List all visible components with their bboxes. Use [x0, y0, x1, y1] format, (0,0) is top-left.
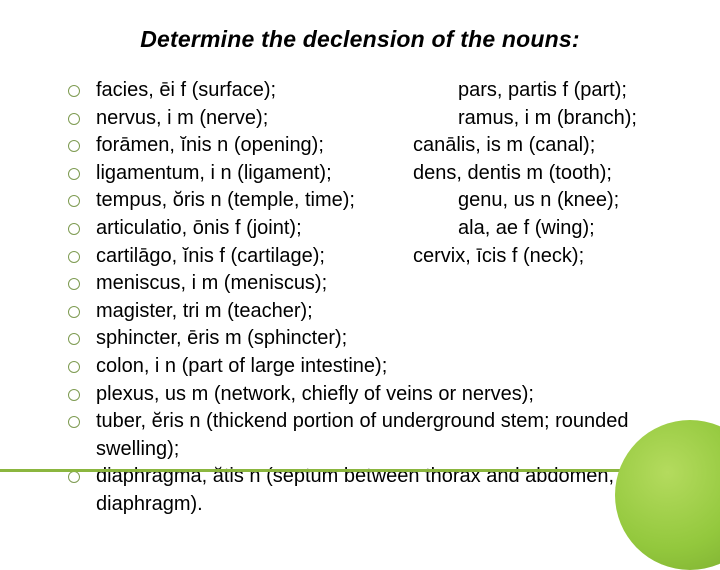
item-text-a: cartilāgo, ĭnis f (cartilage); [96, 245, 325, 267]
item-text: tuber, ĕris n (thickend portion of under… [96, 410, 629, 460]
noun-list: facies, ēi f (surface); pars, partis f (… [40, 77, 680, 519]
item-text: colon, i n (part of large intestine); [96, 355, 387, 377]
item-text: sphincter, ēris m (sphincter); [96, 327, 347, 349]
item-text-a: tempus, ŏris n (temple, time); [96, 189, 355, 211]
item-text-b: canālis, is m (canal); [413, 132, 595, 160]
list-item: plexus, us m (network, chiefly of veins … [68, 381, 680, 409]
item-text-a: ligamentum, i n (ligament); [96, 162, 332, 184]
list-item: meniscus, i m (meniscus); [68, 270, 680, 298]
slide-title: Determine the declension of the nouns: [40, 26, 680, 53]
list-item: sphincter, ēris m (sphincter); [68, 325, 680, 353]
list-item: facies, ēi f (surface); pars, partis f (… [68, 77, 680, 105]
item-text-b: cervix, īcis f (neck); [413, 243, 584, 271]
list-item: cartilāgo, ĭnis f (cartilage); cervix, ī… [68, 243, 680, 271]
accent-line [0, 469, 720, 472]
item-text: meniscus, i m (meniscus); [96, 272, 327, 294]
item-text: diaphragma, ătis n (septum between thora… [96, 465, 614, 515]
slide: Determine the declension of the nouns: f… [0, 0, 720, 540]
item-text-a: facies, ēi f (surface); [96, 79, 276, 101]
item-text-b: dens, dentis m (tooth); [413, 160, 612, 188]
list-item: magister, tri m (teacher); [68, 298, 680, 326]
item-text: plexus, us m (network, chiefly of veins … [96, 383, 534, 405]
list-item: ligamentum, i n (ligament); dens, dentis… [68, 160, 680, 188]
item-text-a: articulatio, ōnis f (joint); [96, 217, 302, 239]
item-text-a: nervus, i m (nerve); [96, 107, 268, 129]
item-text-b: ramus, i m (branch); [458, 105, 637, 133]
list-item: colon, i n (part of large intestine); [68, 353, 680, 381]
list-item: tuber, ĕris n (thickend portion of under… [68, 408, 680, 463]
item-text-b: ala, ae f (wing); [458, 215, 595, 243]
list-item: tempus, ŏris n (temple, time); genu, us … [68, 187, 680, 215]
list-item: nervus, i m (nerve); ramus, i m (branch)… [68, 105, 680, 133]
list-item: articulatio, ōnis f (joint); ala, ae f (… [68, 215, 680, 243]
item-text: magister, tri m (teacher); [96, 300, 313, 322]
item-text-b: genu, us n (knee); [458, 187, 619, 215]
list-item: forāmen, ĭnis n (opening); canālis, is m… [68, 132, 680, 160]
item-text-a: forāmen, ĭnis n (opening); [96, 134, 324, 156]
item-text-b: pars, partis f (part); [458, 77, 627, 105]
